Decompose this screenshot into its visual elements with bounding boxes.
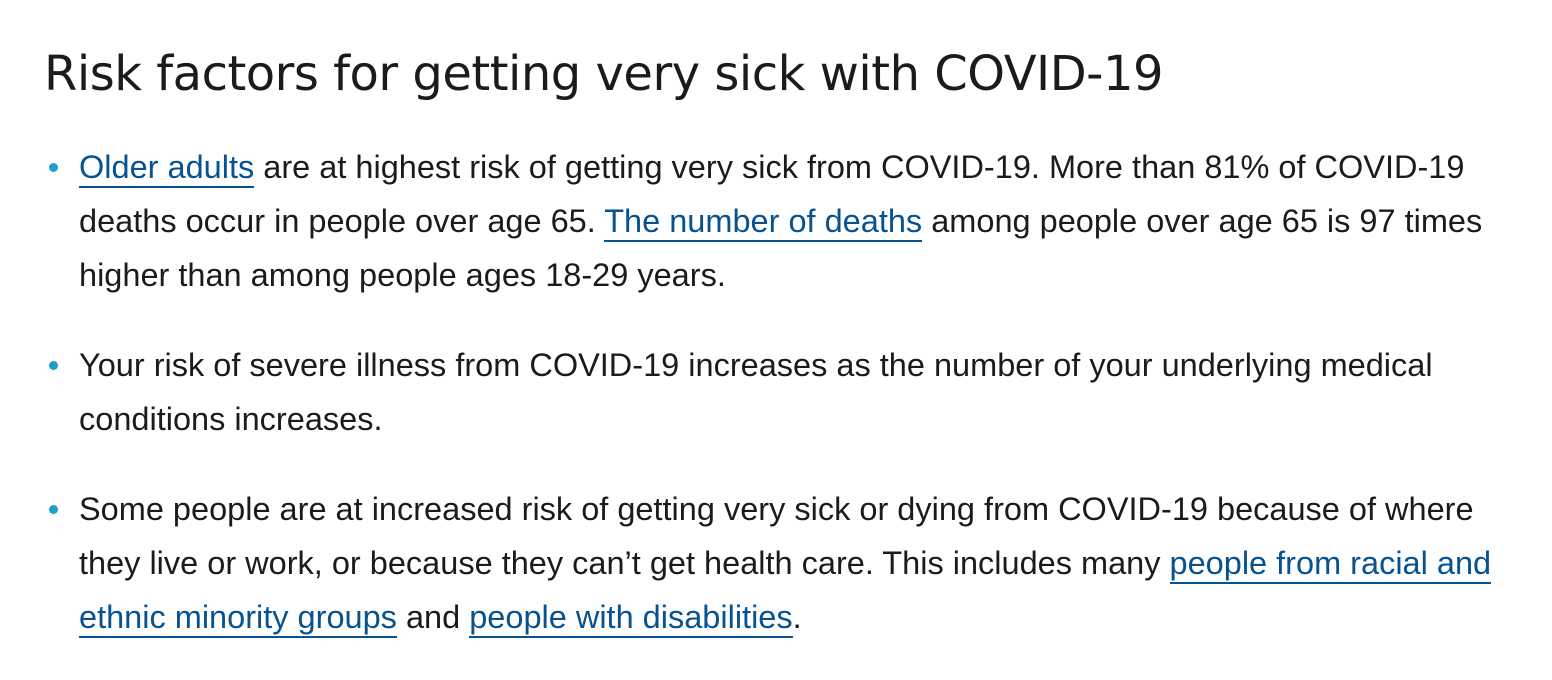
- list-item-text: and: [396, 599, 470, 635]
- main-content: Risk factors for getting very sick with …: [44, 0, 1534, 638]
- list-item-text: .: [792, 599, 802, 635]
- list-item-underlying-conditions: Your risk of severe illness from COVID-1…: [44, 338, 1524, 446]
- list-item-text: Your risk of severe illness from COVID-1…: [79, 347, 1433, 437]
- list-item-text: among people over age 65 is 97 times hig…: [79, 203, 1483, 293]
- people-with-disabilities-link[interactable]: people with disabilities: [469, 599, 793, 638]
- list-item-text: are at highest risk of getting very sick…: [79, 149, 1465, 239]
- older-adults-link[interactable]: Older adults: [79, 149, 255, 188]
- bullet-icon: [49, 505, 58, 514]
- list-item-text: Some people are at increased risk of get…: [79, 491, 1474, 581]
- page-title: Risk factors for getting very sick with …: [44, 46, 1164, 102]
- number-of-deaths-link[interactable]: The number of deaths: [604, 203, 923, 242]
- bullet-icon: [49, 163, 58, 172]
- list-item-older-adults: Older adults are at highest risk of gett…: [44, 140, 1524, 302]
- risk-factor-list: Older adults are at highest risk of gett…: [44, 140, 1524, 680]
- list-item-increased-risk-groups: Some people are at increased risk of get…: [44, 482, 1524, 644]
- racial-ethnic-minority-groups-link[interactable]: people from racial and ethnic minority g…: [79, 545, 1492, 638]
- bullet-icon: [49, 361, 58, 370]
